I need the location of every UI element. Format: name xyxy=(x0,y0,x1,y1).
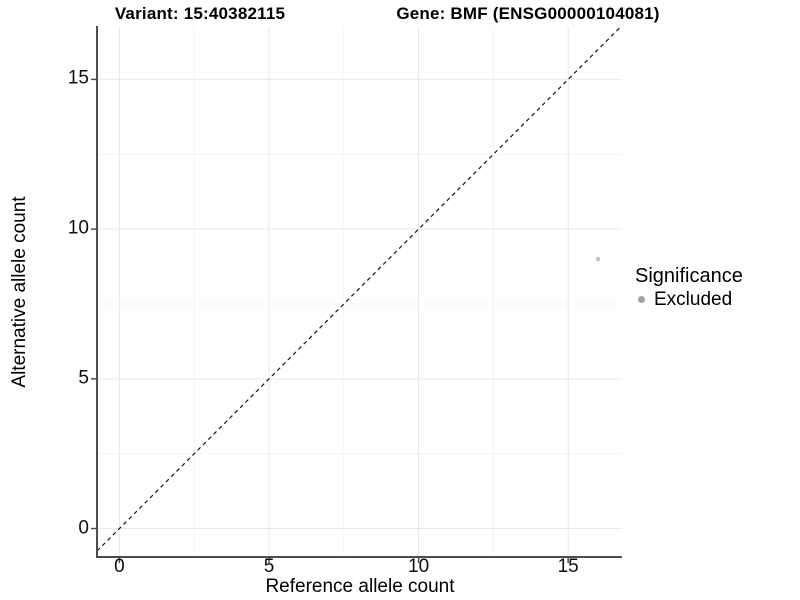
x-tick-label: 0 xyxy=(114,556,125,577)
y-tick-label: 0 xyxy=(78,517,89,539)
y-tick-label: 15 xyxy=(67,67,89,89)
legend-item: Excluded xyxy=(635,288,743,311)
identity-dashed-line xyxy=(96,26,621,552)
plot-title-variant: Variant: 15:40382115 xyxy=(114,4,286,23)
x-tick-label: 15 xyxy=(557,556,579,577)
legend-items: Excluded xyxy=(635,288,743,311)
legend-title: Significance xyxy=(635,265,743,287)
legend: Significance Excluded xyxy=(635,265,743,311)
x-tick-label: 10 xyxy=(408,556,430,577)
x-axis-title: Reference allele count xyxy=(265,576,455,597)
data-point xyxy=(595,256,601,262)
y-tick-label: 5 xyxy=(78,367,89,389)
y-tick-label: 10 xyxy=(67,217,89,239)
y-axis-title: Alternative allele count xyxy=(9,196,30,388)
plot-title-gene: Gene: BMF (ENSG00000104081) xyxy=(396,4,660,23)
legend-item-label: Excluded xyxy=(654,288,733,310)
legend-key-dot-icon xyxy=(638,296,645,303)
x-tick-label: 5 xyxy=(263,556,275,577)
